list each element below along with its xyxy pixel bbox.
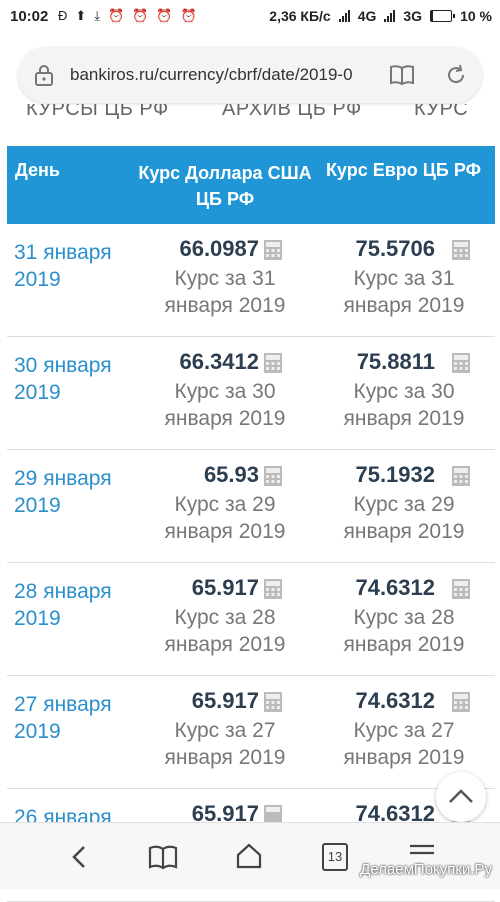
eur-rate: 74.6312 bbox=[355, 688, 435, 713]
status-bar: 10:02 Ð ⬆ ⤓ ⏰ ⏰ ⏰ ⏰ 2,36 КБ/с 4G 3G 10 % bbox=[0, 0, 500, 34]
tab-archive-cbrf[interactable]: АРХИВ ЦБ РФ bbox=[222, 104, 362, 120]
header-eur: Курс Евро ЦБ РФ bbox=[325, 160, 481, 180]
alarm-icon: ⏰ bbox=[108, 8, 125, 23]
status-time: 10:02 bbox=[10, 8, 49, 25]
download-icon: ⤓ bbox=[94, 8, 101, 23]
eur-rate-note: Курс за 29 января 2019 bbox=[343, 493, 465, 543]
eur-rate: 75.1932 bbox=[355, 462, 435, 487]
calculator-icon[interactable] bbox=[263, 691, 283, 713]
table-row: 29 января 2019 65.93 75.1932 Курс за 29 … bbox=[7, 450, 495, 563]
usd-rate-note: Курс за 30 января 2019 bbox=[164, 380, 286, 430]
address-bar[interactable]: bankiros.ru/currency/cbrf/date/2019-0 bbox=[18, 47, 482, 103]
usd-rate: 65.917 bbox=[191, 575, 259, 600]
calculator-icon[interactable] bbox=[263, 239, 283, 261]
alarm-icon: ⏰ bbox=[180, 8, 197, 23]
calculator-icon[interactable] bbox=[263, 465, 283, 487]
battery-percent: 10 % bbox=[460, 8, 492, 24]
eur-rate: 75.5706 bbox=[355, 236, 435, 261]
scroll-to-top-button[interactable] bbox=[436, 772, 486, 822]
header-day: День bbox=[15, 160, 60, 180]
section-tabs: КУРСЫ ЦБ РФ АРХИВ ЦБ РФ КУРС bbox=[0, 104, 500, 130]
tab-rates-cbrf[interactable]: КУРСЫ ЦБ РФ bbox=[26, 104, 169, 120]
eur-rate: 74.6312 bbox=[355, 575, 435, 600]
rates-table: 31 января 2019 66.0987 75.5706 Курс за 3… bbox=[7, 224, 495, 902]
network-type-2: 3G bbox=[403, 8, 423, 24]
calculator-icon[interactable] bbox=[451, 465, 471, 487]
battery-icon bbox=[430, 10, 456, 22]
url-text[interactable]: bankiros.ru/currency/cbrf/date/2019-0 bbox=[70, 65, 353, 84]
watermark-text: ДелаемПокупки.Ру bbox=[360, 861, 492, 878]
usd-rate: 65.917 bbox=[191, 688, 259, 713]
tab-rate[interactable]: КУРС bbox=[414, 104, 469, 120]
usd-rate-note: Курс за 29 января 2019 bbox=[164, 493, 286, 543]
date-link[interactable]: 27 января 2019 bbox=[14, 693, 112, 743]
calculator-icon[interactable] bbox=[451, 578, 471, 600]
usd-rate-note: Курс за 27 января 2019 bbox=[164, 719, 286, 769]
back-icon[interactable] bbox=[66, 843, 92, 871]
app-notification-icon: Ð bbox=[58, 8, 68, 23]
table-header: День Курс Доллара США ЦБ РФ Курс Евро ЦБ… bbox=[7, 146, 495, 224]
browser-bottom-bar: 13 ДелаемПокупки.Ру bbox=[0, 822, 500, 889]
calculator-icon[interactable] bbox=[263, 804, 283, 826]
eur-rate: 74.6312 bbox=[355, 801, 435, 826]
usd-rate: 65.917 bbox=[191, 801, 259, 826]
usd-rate: 65.93 bbox=[203, 462, 259, 487]
home-icon[interactable] bbox=[234, 841, 264, 871]
table-row: 30 января 2019 66.3412 75.8811 Курс за 3… bbox=[7, 337, 495, 450]
date-link[interactable]: 29 января 2019 bbox=[14, 467, 112, 517]
reload-icon[interactable] bbox=[444, 63, 468, 87]
signal-icon bbox=[338, 10, 350, 22]
calculator-icon[interactable] bbox=[263, 352, 283, 374]
network-type-1: 4G bbox=[357, 8, 377, 24]
calculator-icon[interactable] bbox=[451, 352, 471, 374]
calculator-icon[interactable] bbox=[263, 578, 283, 600]
eur-rate-note: Курс за 27 января 2019 bbox=[343, 719, 465, 769]
alarm-icon: ⏰ bbox=[132, 8, 149, 23]
usd-rate-note: Курс за 31 января 2019 bbox=[164, 267, 286, 317]
eur-rate-note: Курс за 30 января 2019 bbox=[343, 380, 465, 430]
eur-rate-note: Курс за 31 января 2019 bbox=[343, 267, 465, 317]
notification-icons: Ð ⬆ ⤓ ⏰ ⏰ ⏰ ⏰ bbox=[58, 8, 197, 24]
reader-mode-icon[interactable] bbox=[389, 63, 415, 87]
alarm-icon: ⏰ bbox=[156, 8, 173, 23]
signal-icon bbox=[384, 10, 396, 22]
eur-rate: 75.8811 bbox=[356, 349, 435, 374]
network-speed: 2,36 КБ/с bbox=[269, 8, 331, 24]
menu-icon[interactable] bbox=[408, 843, 436, 863]
usd-rate: 66.0987 bbox=[179, 236, 259, 261]
chevron-up-icon bbox=[449, 789, 473, 803]
date-link[interactable]: 28 января 2019 bbox=[14, 580, 112, 630]
table-row: 27 января 2019 65.917 74.6312 Курс за 27… bbox=[7, 676, 495, 789]
eur-rate-note: Курс за 28 января 2019 bbox=[343, 606, 465, 656]
calculator-icon[interactable] bbox=[451, 239, 471, 261]
calculator-icon[interactable] bbox=[451, 691, 471, 713]
table-row: 28 января 2019 65.917 74.6312 Курс за 28… bbox=[7, 563, 495, 676]
lock-icon bbox=[35, 65, 53, 86]
usd-rate-note: Курс за 28 января 2019 bbox=[164, 606, 286, 656]
date-link[interactable]: 30 января 2019 bbox=[14, 354, 112, 404]
usd-rate: 66.3412 bbox=[179, 349, 259, 374]
date-link[interactable]: 31 января 2019 bbox=[14, 241, 112, 291]
bookmarks-icon[interactable] bbox=[148, 843, 178, 871]
tabs-button[interactable]: 13 bbox=[322, 843, 348, 871]
header-usd: Курс Доллара США ЦБ РФ bbox=[138, 163, 312, 209]
upload-notification-icon: ⬆ bbox=[75, 8, 87, 23]
table-row: 31 января 2019 66.0987 75.5706 Курс за 3… bbox=[7, 224, 495, 337]
